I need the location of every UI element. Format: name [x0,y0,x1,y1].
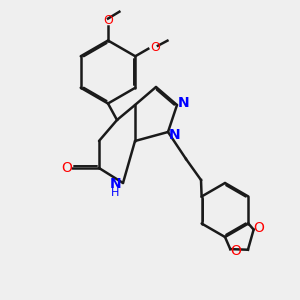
Text: O: O [230,244,241,258]
Text: O: O [103,14,113,27]
Text: N: N [110,178,121,191]
Text: O: O [150,41,160,54]
Text: H: H [111,188,120,198]
Text: N: N [178,96,189,110]
Text: N: N [169,128,180,142]
Text: O: O [61,161,72,175]
Text: O: O [254,221,265,235]
